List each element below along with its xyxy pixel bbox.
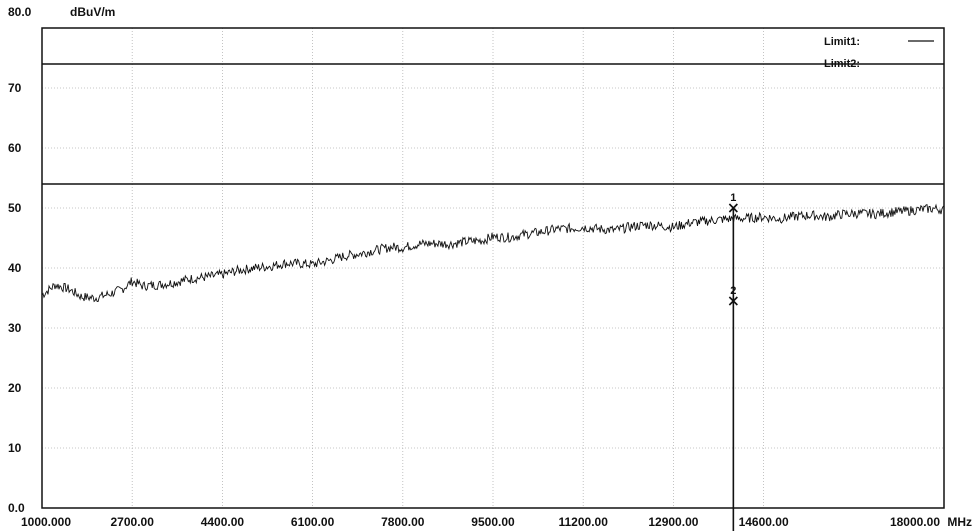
y-tick-label: 40 (8, 261, 22, 275)
x-tick-label: 9500.00 (471, 515, 515, 529)
x-unit-label: MHz (947, 515, 972, 529)
marker-1: 1 (728, 192, 738, 213)
x-tick-label: 18000.00 (890, 515, 940, 529)
marker-label: 1 (730, 192, 736, 204)
y-tick-label: 30 (8, 321, 22, 335)
x-tick-label: 6100.00 (291, 515, 335, 529)
limit-lines (42, 63, 944, 185)
marker-label: 2 (730, 285, 736, 297)
x-tick-label: 11200.00 (559, 515, 609, 529)
y-tick-label: 20 (8, 381, 22, 395)
x-tick-label: 14600.00 (739, 515, 789, 529)
x-tick-label: 7800.00 (381, 515, 425, 529)
y-tick-label: 50 (8, 201, 22, 215)
plot-frame (41, 27, 945, 509)
marker-2: 2 (728, 285, 738, 306)
y-tick-label: 60 (8, 141, 22, 155)
grid (42, 28, 944, 508)
y-tick-label: 10 (8, 441, 22, 455)
x-tick-label: 1000.000 (21, 515, 71, 529)
markers: 12 (728, 192, 738, 531)
tick-labels: 1000.000 2700.00 4400.00 6100.00 7800.00 9500… (8, 81, 972, 529)
legend-entry-limit1: Limit1: (824, 36, 860, 48)
trace-line (41, 203, 945, 303)
y-top-value-label: 80.0 (8, 5, 32, 19)
y-unit-label: dBuV/m (70, 5, 115, 19)
x-tick-label: 2700.00 (111, 515, 155, 529)
legend-entry-limit2: Limit2: (824, 58, 860, 70)
trace-layer (41, 203, 945, 303)
x-tick-label: 4400.00 (201, 515, 245, 529)
y-tick-label: 70 (8, 81, 22, 95)
y-tick-label: 0.0 (8, 501, 25, 515)
x-tick-label: 12900.00 (648, 515, 698, 529)
legend: Limit1: Limit2: (824, 36, 934, 70)
